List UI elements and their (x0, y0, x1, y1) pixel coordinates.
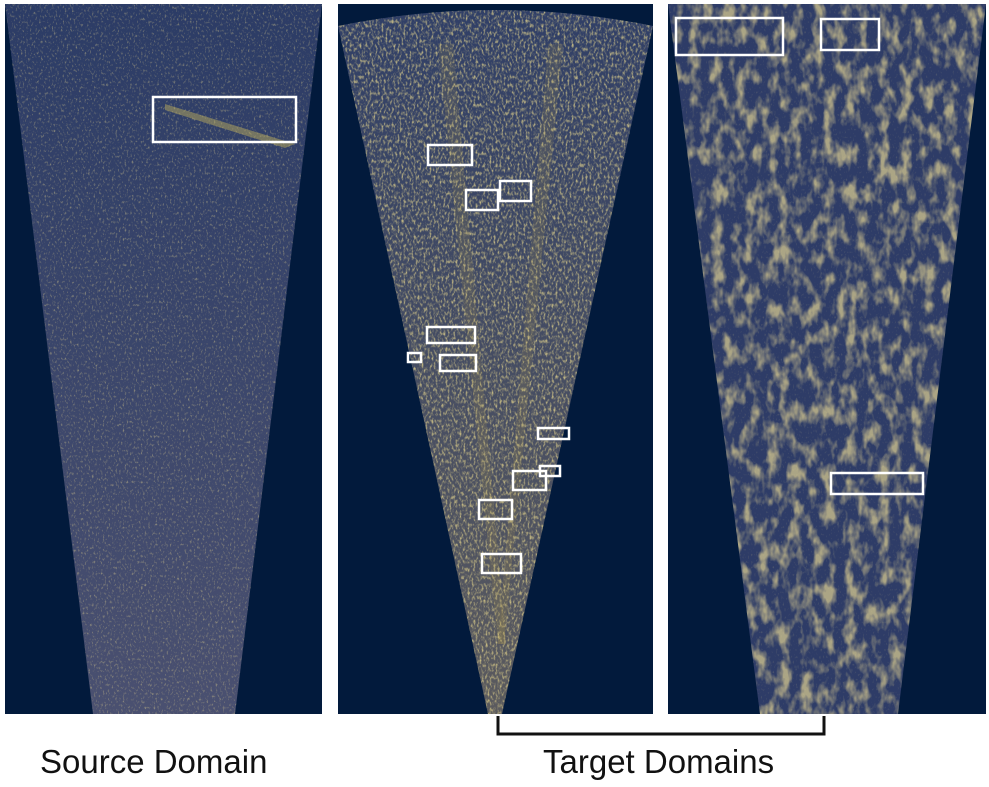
detection-box (477, 498, 514, 521)
detection-box (829, 471, 925, 496)
target-domain-sonar-image-1 (338, 4, 653, 714)
detection-box (498, 179, 533, 203)
detection-box (425, 325, 477, 345)
detection-box (151, 95, 298, 144)
source-domain-sonar-image (5, 4, 322, 714)
source-domain-caption: Source Domain (40, 743, 268, 780)
detection-box (480, 552, 523, 575)
detection-box (819, 17, 881, 52)
detection-box (426, 143, 474, 167)
target-domains-caption: Target Domains (543, 743, 775, 780)
target-domain-sonar-image-2 (668, 4, 986, 714)
detection-box (406, 351, 423, 364)
detection-box (464, 188, 500, 212)
target-domains-bracket (496, 716, 826, 736)
detection-box (438, 353, 478, 373)
detection-box (674, 16, 785, 57)
detection-box (511, 469, 548, 492)
detection-box (536, 426, 571, 441)
